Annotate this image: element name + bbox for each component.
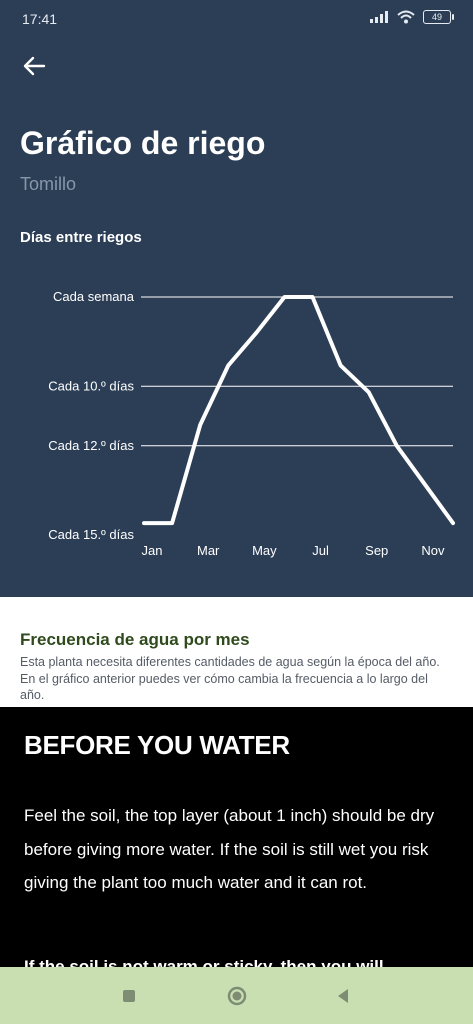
home-circle-icon[interactable] [226,985,248,1007]
section-body: Esta planta necesita diferentes cantidad… [20,655,440,702]
back-arrow-icon[interactable] [18,50,50,82]
x-tick-label: Jul [312,543,329,558]
x-tick-label: Sep [365,543,388,558]
tips-panel: BEFORE YOU WATER Feel the soil, the top … [0,707,473,970]
signal-icon [370,11,388,23]
system-nav-bar [0,967,473,1024]
tips-next-paragraph: If the soil is not warm or sticky, then … [24,957,384,970]
status-icons: 49 [369,10,454,24]
x-tick-label: Nov [421,543,445,558]
x-tick-label: Mar [197,543,220,558]
header-panel: 17:41 49 Gráfico de riego Tomillo Días e… [0,0,473,597]
section-title: Frecuencia de agua por mes [20,630,250,649]
tips-heading: BEFORE YOU WATER [24,730,290,760]
x-tick-label: May [252,543,277,558]
series-line [142,295,455,526]
info-section: Frecuencia de agua por mes Esta planta n… [0,597,473,707]
battery-icon: 49 [423,10,454,24]
y-tick-label: Cada 10.º días [48,378,134,393]
watering-chart: Cada semana Cada 10.º días Cada 12.º días C… [48,289,455,558]
back-triangle-icon[interactable] [332,985,354,1007]
status-time: 17:41 [22,11,58,27]
plant-name: Tomillo [20,174,77,194]
y-tick-label: Cada 15.º días [48,527,134,542]
recents-square-icon[interactable] [118,985,140,1007]
tips-paragraph: Feel the soil, the top layer (about 1 in… [24,806,435,892]
wifi-icon [397,10,415,24]
y-tick-label: Cada semana [53,289,135,304]
status-bar: 17:41 49 [0,0,473,40]
page-title: Gráfico de riego [20,125,266,161]
chart-heading: Días entre riegos [20,229,142,246]
x-tick-label: Jan [142,543,163,558]
y-tick-label: Cada 12.º días [48,438,134,453]
